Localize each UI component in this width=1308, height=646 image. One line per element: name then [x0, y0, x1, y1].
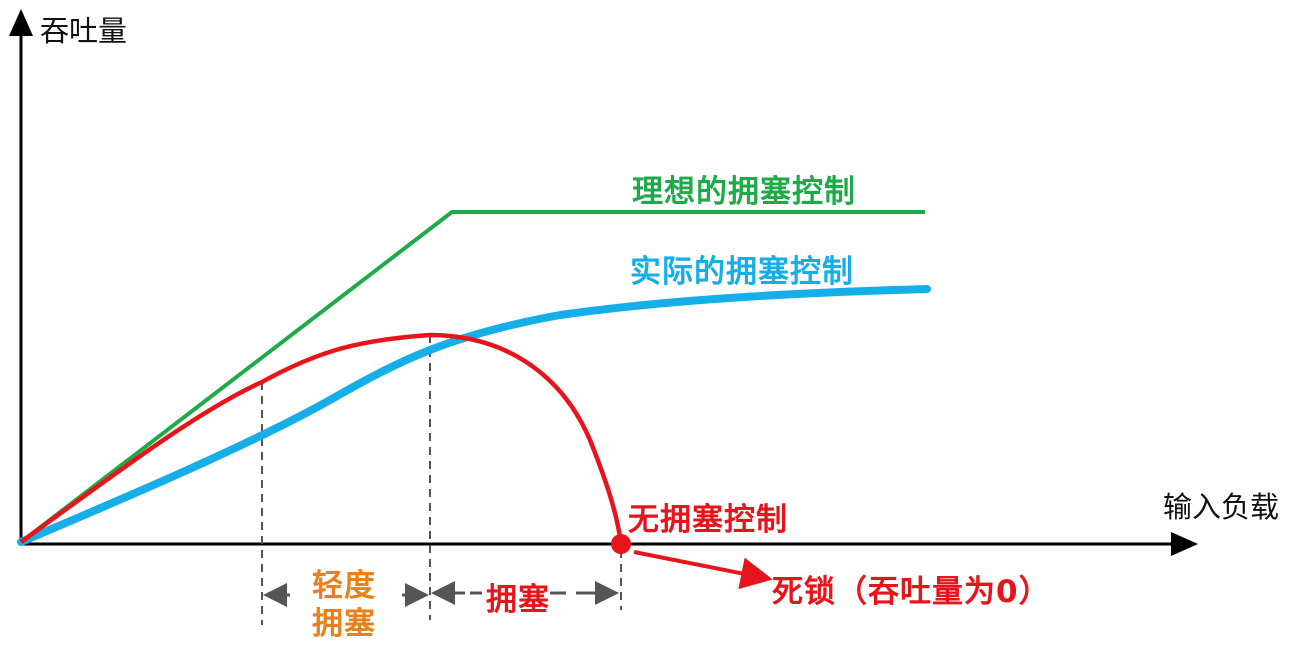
no-control-curve	[19, 332, 624, 545]
congestion-label: 拥塞	[486, 582, 550, 618]
actual-curve-label: 实际的拥塞控制	[630, 254, 854, 290]
x-axis-label: 输入负载	[1163, 490, 1280, 524]
light-congestion-label-line1: 轻度	[312, 568, 376, 604]
ideal-curve	[19, 210, 925, 544]
y-axis-label: 吞吐量	[40, 14, 128, 48]
ideal-curve-label: 理想的拥塞控制	[632, 174, 856, 210]
deadlock-label: 死锁（吞吐量为0）	[772, 574, 1051, 610]
deadlock-arrow	[633, 550, 773, 590]
deadlock-point	[611, 534, 631, 554]
actual-curve	[17, 285, 931, 546]
light-congestion-label-line2: 拥塞	[312, 606, 376, 642]
no-control-curve-label: 无拥塞控制	[628, 502, 788, 538]
